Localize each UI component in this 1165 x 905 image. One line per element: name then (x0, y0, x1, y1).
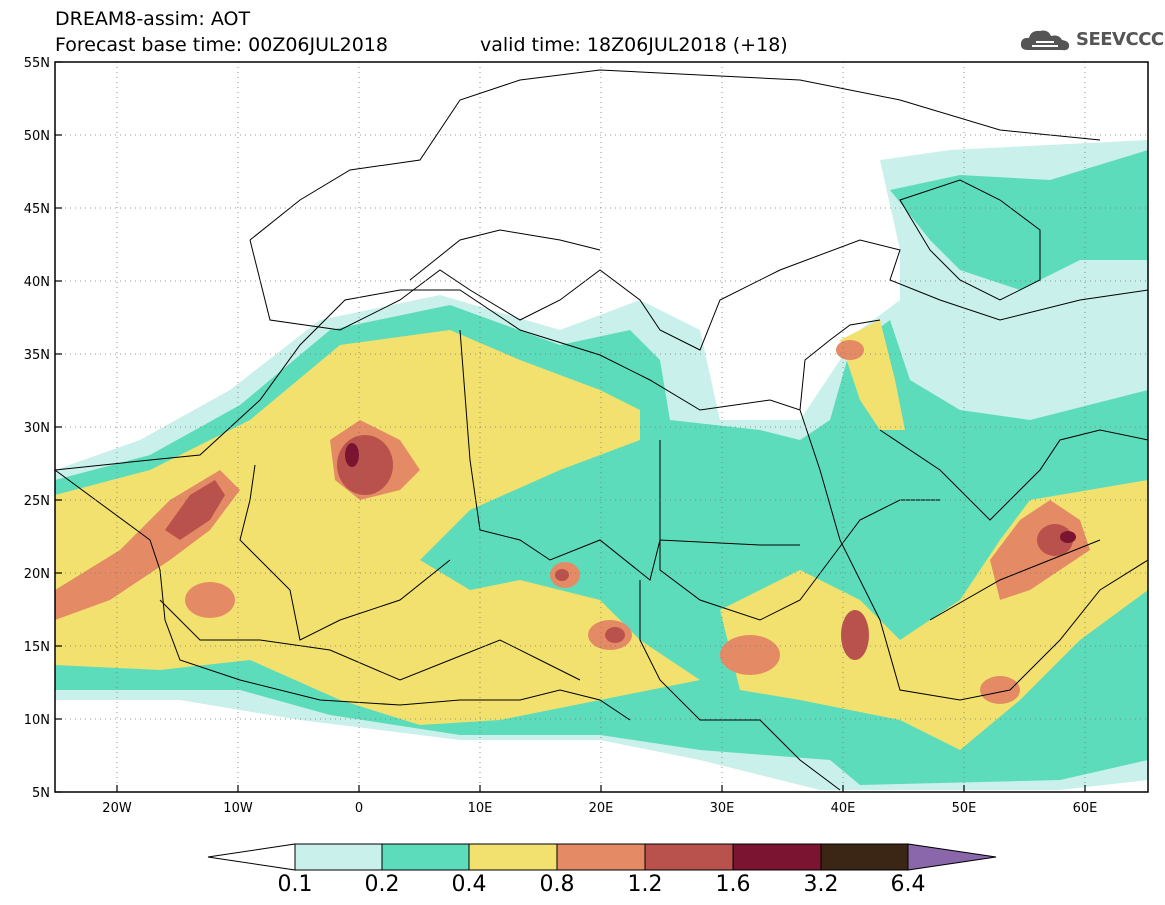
colorbar-bin (468, 843, 558, 871)
lat-label: 45N (24, 202, 50, 217)
colorbar-label: 1.6 (715, 872, 751, 897)
lat-label: 35N (24, 348, 50, 363)
lat-label: 10N (24, 713, 50, 728)
colorbar-high-arrow (907, 843, 997, 871)
lon-label: 40E (831, 801, 856, 816)
aot-band-1-6-oman (1060, 531, 1076, 543)
lat-label: 55N (24, 56, 50, 71)
aot-band-1-2-algeria (337, 435, 393, 495)
lon-label: 10W (223, 801, 253, 816)
aot-band-0-8-iraq (836, 340, 864, 360)
map-title: DREAM8-assim: AOT (55, 8, 251, 30)
aot-band-1-2 (165, 480, 225, 540)
colorbar (207, 843, 997, 871)
lon-label: 10E (468, 801, 493, 816)
lon-label: 0 (355, 801, 363, 816)
colorbar-bin (732, 843, 822, 871)
colorbar-label: 0.4 (451, 872, 487, 897)
aot-band-1-6-algeria (345, 443, 359, 467)
colorbar-label: 3.2 (803, 872, 839, 897)
gridlines (55, 62, 1148, 792)
colorbar-bin (820, 843, 909, 871)
colorbar-low-arrow (207, 843, 296, 871)
lon-label: 60E (1073, 801, 1098, 816)
lat-label: 50N (24, 129, 50, 144)
colorbar-label: 1.2 (627, 872, 663, 897)
lat-label: 15N (24, 640, 50, 655)
colorbar-bin (294, 843, 383, 871)
lat-label: 30N (24, 421, 50, 436)
aot-band-0-4 (55, 330, 700, 725)
lat-labels: 55N 50N 45N 40N 35N 30N 25N 20N 15N 10N … (24, 56, 50, 801)
logo-text: SEEVCCC (1076, 29, 1164, 50)
aot-band-1-2-eritrea (841, 610, 869, 660)
colorbar-bin (381, 843, 470, 871)
valid-time: valid time: 18Z06JUL2018 (+18) (480, 34, 788, 56)
lon-label: 20W (102, 801, 132, 816)
aot-field (55, 140, 1148, 790)
lat-label: 40N (24, 275, 50, 290)
aot-band-0-2-caspian (890, 150, 1148, 290)
colorbar-label: 0.8 (539, 872, 575, 897)
lon-label: 50E (952, 801, 977, 816)
lat-label: 25N (24, 494, 50, 509)
colorbar-bin (556, 843, 646, 871)
lon-label: 20E (589, 801, 614, 816)
lon-label: 30E (710, 801, 735, 816)
aot-band-0-8-sudan (720, 635, 780, 675)
lat-label: 5N (32, 786, 50, 801)
lat-label: 20N (24, 567, 50, 582)
cloud-icon (1020, 30, 1070, 51)
aot-band-0-8-mali (185, 582, 235, 618)
colorbar-bin (644, 843, 734, 871)
forecast-base-time: Forecast base time: 00Z06JUL2018 (55, 34, 388, 56)
colorbar-label: 6.4 (890, 872, 926, 897)
colorbar-label: 0.1 (277, 872, 313, 897)
tick-marks (55, 61, 1086, 793)
aot-band-0-8-arabia (990, 500, 1090, 600)
aot-band-1-2-chad (605, 627, 625, 643)
aot-band-1-2-niger (555, 569, 569, 581)
lon-labels: 20W 10W 0 10E 20E 30E 40E 50E 60E (102, 801, 1097, 816)
aot-band-0-8-yemen (980, 676, 1020, 704)
colorbar-label: 0.2 (364, 872, 400, 897)
coastlines (55, 69, 1148, 791)
